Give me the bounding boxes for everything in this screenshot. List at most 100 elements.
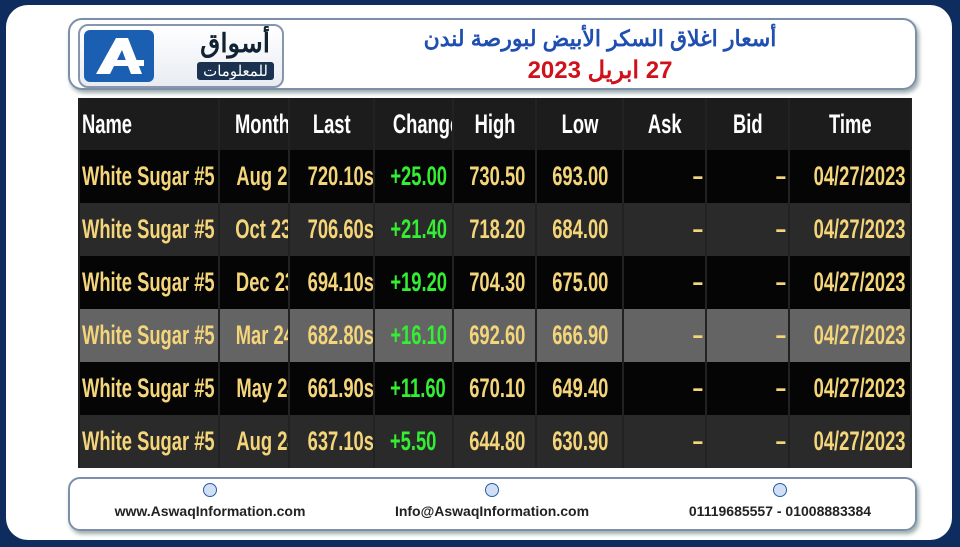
cell-text: +5.50	[390, 426, 437, 456]
cell-text: 706.60s	[307, 214, 373, 244]
data-row: White Sugar #5 Mar 24 682.80s +16.10 692.60 6…	[80, 309, 910, 362]
cell: 704.30	[454, 256, 535, 309]
column-label: Time	[828, 108, 872, 139]
cell-text: Mar 24	[235, 320, 288, 350]
header-cell: Name	[80, 98, 218, 150]
cell-text: 04/27/2023	[813, 373, 906, 403]
logo: أسواق للمعلومات	[78, 24, 284, 88]
cell: –	[707, 203, 788, 256]
cell-text: –	[692, 161, 703, 191]
cell: 730.50	[454, 150, 535, 203]
cell: White Sugar #5	[80, 362, 218, 415]
footer-phone: 01119685557 - 01008883384	[650, 483, 910, 519]
cell: +11.60	[375, 362, 452, 415]
cell-text: 04/27/2023	[813, 426, 906, 456]
cell: 684.00	[537, 203, 622, 256]
cell: 720.10s	[290, 150, 373, 203]
cell-text: +21.40	[390, 214, 448, 244]
cell-text: White Sugar #5	[82, 214, 215, 244]
header-cell: Month	[220, 98, 288, 150]
cell-text: 693.00	[552, 161, 609, 191]
footer: www.AswaqInformation.com Info@AswaqInfor…	[68, 477, 917, 531]
cell: 666.90	[537, 309, 622, 362]
header-cell: Low	[537, 98, 622, 150]
cell: 04/27/2023	[790, 203, 910, 256]
panel: أسواق للمعلومات أسعار اغلاق السكر الأبيض…	[6, 5, 952, 540]
cell: 694.10s	[290, 256, 373, 309]
cell: May 24	[220, 362, 288, 415]
column-label: Last	[312, 108, 351, 139]
cell-text: 644.80	[469, 426, 526, 456]
cell-text: –	[692, 214, 703, 244]
cell-text: –	[775, 267, 786, 297]
cell-text: Oct 23	[235, 214, 288, 244]
date: 27 ابريل 2023	[527, 57, 673, 84]
data-row: White Sugar #5 Aug 24 637.10s +5.50 644.80 63…	[80, 415, 910, 468]
website: www.AswaqInformation.com	[114, 503, 306, 519]
header-cell: High	[454, 98, 535, 150]
cell: –	[624, 415, 705, 468]
cell-text: White Sugar #5	[82, 267, 215, 297]
cell-text: White Sugar #5	[82, 426, 215, 456]
cell: Oct 23	[220, 203, 288, 256]
cell: Aug 24	[220, 415, 288, 468]
footer-email: Info@AswaqInformation.com	[362, 483, 622, 519]
cell: +21.40	[375, 203, 452, 256]
data-row: White Sugar #5 Aug 23 720.10s +25.00 730.50 6…	[80, 150, 910, 203]
cell-text: –	[775, 320, 786, 350]
logo-shape	[96, 38, 144, 74]
email: Info@AswaqInformation.com	[394, 503, 590, 519]
cell-text: 04/27/2023	[813, 214, 906, 244]
data-row: White Sugar #5 Oct 23 706.60s +21.40 718.20 6…	[80, 203, 910, 256]
logo-sub: للمعلومات	[197, 62, 274, 80]
cell: 637.10s	[290, 415, 373, 468]
cell: –	[624, 203, 705, 256]
footer-website: www.AswaqInformation.com	[80, 483, 340, 519]
cell: –	[624, 362, 705, 415]
cell-text: –	[692, 426, 703, 456]
price-table: Name Month Last Change High Low Ask Bid Time Whit…	[78, 98, 912, 468]
cell: White Sugar #5	[80, 415, 218, 468]
cell-text: Dec 23	[235, 267, 288, 297]
cell: –	[707, 309, 788, 362]
cell-text: +25.00	[390, 161, 448, 191]
cell-text: White Sugar #5	[82, 161, 215, 191]
cell-text: 704.30	[469, 267, 526, 297]
cell: Dec 23	[220, 256, 288, 309]
cell-text: 675.00	[552, 267, 609, 297]
cell-text: 682.80s	[307, 320, 373, 350]
cell: +5.50	[375, 415, 452, 468]
column-label: Month	[234, 108, 288, 139]
cell: +25.00	[375, 150, 452, 203]
logo-mark	[96, 38, 144, 74]
cell-text: 718.20	[469, 214, 526, 244]
header-row: Name Month Last Change High Low Ask Bid Time	[80, 98, 910, 150]
logo-icon	[84, 30, 154, 82]
cell-text: 730.50	[469, 161, 526, 191]
header-cell: Time	[790, 98, 910, 150]
mail-icon	[485, 483, 499, 497]
cell: –	[624, 256, 705, 309]
cell: 04/27/2023	[790, 415, 910, 468]
cell: –	[624, 309, 705, 362]
cell-text: 649.40	[552, 373, 609, 403]
cell-text: –	[775, 214, 786, 244]
column-label: High	[474, 108, 515, 139]
logo-name: أسواق	[200, 28, 270, 58]
cell: 649.40	[537, 362, 622, 415]
cell-text: –	[692, 373, 703, 403]
cell-text: May 24	[236, 373, 288, 403]
header-cell: Bid	[707, 98, 788, 150]
data-row: White Sugar #5 Dec 23 694.10s +19.20 704.30 6…	[80, 256, 910, 309]
cell: White Sugar #5	[80, 203, 218, 256]
cell-text: 04/27/2023	[813, 161, 906, 191]
cell-text: –	[775, 373, 786, 403]
cell: 630.90	[537, 415, 622, 468]
cell: 675.00	[537, 256, 622, 309]
cell: Mar 24	[220, 309, 288, 362]
header-box: أسواق للمعلومات أسعار اغلاق السكر الأبيض…	[68, 18, 917, 90]
cell: 04/27/2023	[790, 309, 910, 362]
cell-text: 661.90s	[307, 373, 373, 403]
cell: White Sugar #5	[80, 309, 218, 362]
cell: 693.00	[537, 150, 622, 203]
